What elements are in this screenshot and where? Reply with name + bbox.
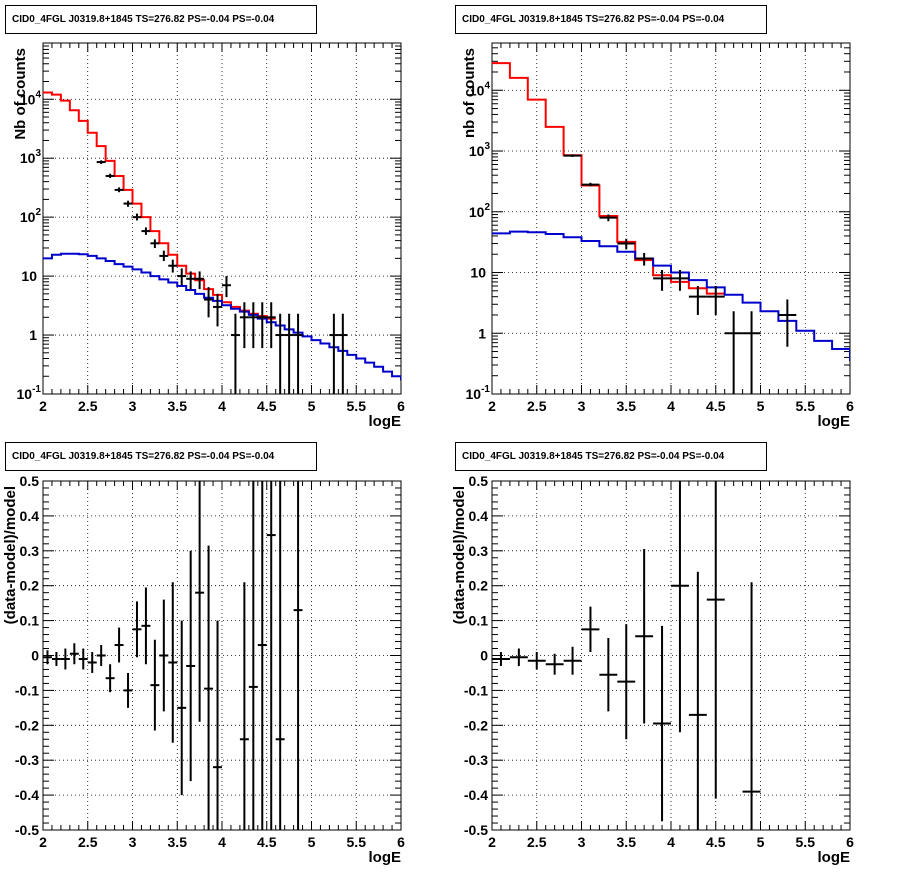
y-tick-label: -0.4 xyxy=(15,787,39,803)
x-tick-label: 4.5 xyxy=(257,834,277,850)
x-tick-label: 3.5 xyxy=(168,834,188,850)
y-tick-label: 0 xyxy=(31,648,39,664)
x-tick-label: 4.5 xyxy=(706,834,726,850)
background-histogram xyxy=(492,230,850,361)
y-tick-label: 103 xyxy=(20,148,42,166)
x-tick-label: 3 xyxy=(578,398,586,414)
x-tick-label: 3 xyxy=(129,834,137,850)
x-tick-label: 6 xyxy=(397,834,405,850)
x-tick-label: 5 xyxy=(308,398,316,414)
x-tick-label: 5.5 xyxy=(796,398,816,414)
x-axis-label: logE xyxy=(818,849,851,866)
y-tick-label: -0.3 xyxy=(15,752,39,768)
x-tick-label: 5.5 xyxy=(347,834,367,850)
x-tick-label: 3.5 xyxy=(617,834,637,850)
x-axis-label: logE xyxy=(369,849,402,866)
x-tick-label: 6 xyxy=(397,398,405,414)
x-tick-label: 4.5 xyxy=(706,398,726,414)
panel-4-title: CID0_4FGL J0319.8+1845 TS=276.82 PS=-0.0… xyxy=(455,442,767,471)
y-tick-label: 1 xyxy=(478,325,486,341)
x-tick-label: 6 xyxy=(846,398,854,414)
y-tick-label: 10-1 xyxy=(17,384,42,402)
y-tick-label: 0.1 xyxy=(20,613,40,629)
x-tick-label: 5 xyxy=(757,834,765,850)
y-tick-label: 102 xyxy=(20,207,42,225)
y-tick-label: 0.4 xyxy=(469,508,489,524)
plot-area xyxy=(43,481,303,830)
panel-1-title: CID0_4FGL J0319.8+1845 TS=276.82 PS=-0.0… xyxy=(5,5,317,34)
y-tick-label: 104 xyxy=(20,89,42,107)
x-tick-label: 3 xyxy=(129,398,137,414)
x-tick-label: 4 xyxy=(667,834,675,850)
y-tick-label: -0.4 xyxy=(464,787,488,803)
y-tick-label: 104 xyxy=(469,80,491,98)
y-tick-label: 102 xyxy=(469,202,491,220)
y-tick-label: 0.1 xyxy=(469,613,489,629)
x-tick-label: 4.5 xyxy=(257,398,277,414)
y-tick-label: 0.2 xyxy=(469,578,489,594)
x-tick-label: 2.5 xyxy=(527,834,547,850)
y-tick-label: -0.1 xyxy=(15,682,39,698)
y-tick-label: 10 xyxy=(21,268,37,284)
x-tick-label: 3.5 xyxy=(617,398,637,414)
x-tick-label: 5 xyxy=(308,834,316,850)
x-tick-label: 2.5 xyxy=(78,834,98,850)
y-axis-label: (data-model)/model xyxy=(451,486,468,624)
y-tick-label: 0.5 xyxy=(469,473,489,489)
y-tick-label: -0.2 xyxy=(464,717,488,733)
x-tick-label: 4 xyxy=(667,398,675,414)
plot-area xyxy=(492,481,761,830)
y-tick-label: 0.5 xyxy=(20,473,40,489)
background-histogram xyxy=(43,252,401,381)
x-axis-label: logE xyxy=(369,413,402,430)
model-histogram xyxy=(43,91,276,320)
x-tick-label: 5.5 xyxy=(796,834,816,850)
y-axis-label: Nb of counts xyxy=(12,48,29,140)
y-tick-label: 0.3 xyxy=(469,543,489,559)
x-tick-label: 3 xyxy=(578,834,586,850)
panel-3-title: CID0_4FGL J0319.8+1845 TS=276.82 PS=-0.0… xyxy=(5,442,317,471)
x-tick-label: 6 xyxy=(846,834,854,850)
y-axis-label: (data-model)/model xyxy=(2,486,19,624)
y-tick-label: -0.5 xyxy=(464,822,488,838)
x-tick-label: 2 xyxy=(488,398,496,414)
plot-area xyxy=(43,91,401,394)
y-tick-label: -0.5 xyxy=(15,822,39,838)
y-tick-label: -0.3 xyxy=(464,752,488,768)
x-tick-label: 2 xyxy=(39,834,47,850)
y-tick-label: 10 xyxy=(470,265,486,281)
y-tick-label: -0.2 xyxy=(15,717,39,733)
y-tick-label: 10-1 xyxy=(466,384,491,402)
y-tick-label: 103 xyxy=(469,141,491,159)
y-tick-label: 0 xyxy=(480,648,488,664)
y-tick-label: -0.1 xyxy=(464,682,488,698)
model-histogram xyxy=(492,62,725,295)
x-tick-label: 2 xyxy=(39,398,47,414)
y-tick-label: 0.3 xyxy=(20,543,40,559)
x-tick-label: 2 xyxy=(488,834,496,850)
y-tick-label: 0.4 xyxy=(20,508,40,524)
x-tick-label: 2.5 xyxy=(78,398,98,414)
x-tick-label: 3.5 xyxy=(168,398,188,414)
x-tick-label: 5.5 xyxy=(347,398,367,414)
x-tick-label: 2.5 xyxy=(527,398,547,414)
x-tick-label: 4 xyxy=(218,834,226,850)
x-tick-label: 4 xyxy=(218,398,226,414)
x-tick-label: 5 xyxy=(757,398,765,414)
y-axis-label: nb of counts xyxy=(461,48,478,138)
plot-area xyxy=(492,62,850,394)
y-tick-label: 0.2 xyxy=(20,578,40,594)
y-tick-label: 1 xyxy=(29,327,37,343)
x-axis-label: logE xyxy=(818,413,851,430)
panel-2-title: CID0_4FGL J0319.8+1845 TS=276.82 PS=-0.0… xyxy=(455,5,767,34)
